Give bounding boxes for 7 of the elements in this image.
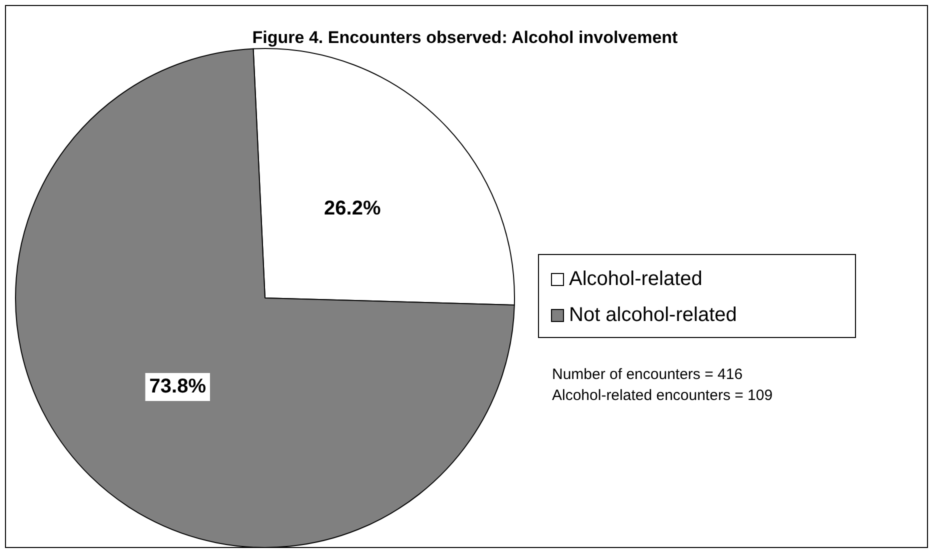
legend-label: Alcohol-related — [569, 268, 702, 290]
text: Number of encounters = 416 — [552, 365, 744, 385]
data-label: 73.8% — [149, 376, 206, 398]
text: Alcohol-related encounters = 109 — [552, 386, 773, 406]
chart-title: Figure 4. Encounters observed: Alcohol involvement — [251, 28, 679, 48]
legend-label: Not alcohol-related — [569, 304, 737, 326]
data-label: 26.2% — [324, 197, 381, 220]
